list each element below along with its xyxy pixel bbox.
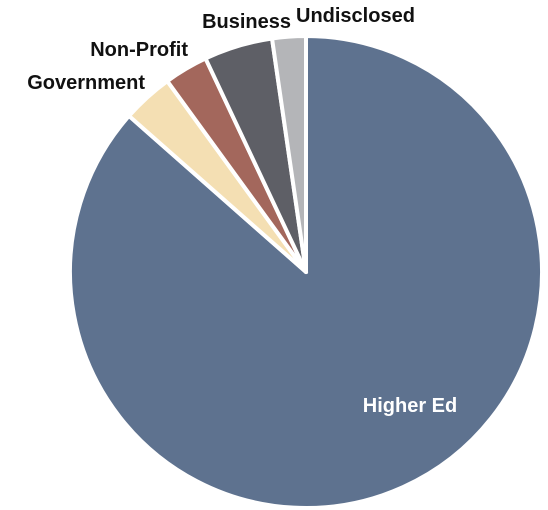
pie-labels: Higher Ed Government Non-Profit Business Und… (27, 5, 457, 417)
pie-label-government: Government (27, 72, 145, 94)
pie-slices (68, 34, 544, 510)
pie-label-higher-ed: Higher Ed (363, 395, 457, 417)
pie-label-undisclosed: Undisclosed (296, 5, 415, 27)
pie-label-business: Business (202, 11, 291, 33)
pie-label-non-profit: Non-Profit (90, 39, 188, 61)
pie-slice-undisclosed (270, 34, 308, 274)
